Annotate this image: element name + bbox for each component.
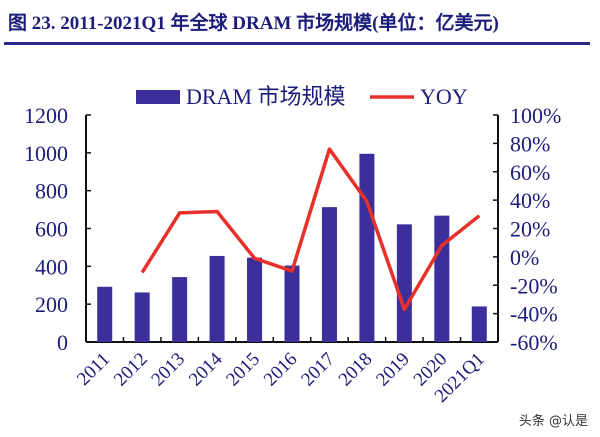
x-tick-label: 2016 — [260, 349, 302, 391]
right-tick-label: 0% — [510, 245, 539, 270]
bar-2012 — [134, 292, 150, 342]
x-tick-label: 2014 — [185, 348, 227, 390]
bar-2015 — [247, 257, 263, 342]
right-tick-label: -40% — [510, 302, 558, 327]
left-tick-label: 0 — [57, 330, 68, 355]
left-tick-label: 400 — [35, 254, 68, 279]
right-tick-label: 20% — [510, 217, 550, 242]
bar-2014 — [209, 255, 225, 342]
right-tick-label: 60% — [510, 160, 550, 185]
x-tick-label: 2013 — [147, 349, 189, 391]
right-tick-label: -60% — [510, 330, 558, 355]
bar-2016 — [284, 265, 300, 342]
yoy-line — [140, 147, 481, 312]
bar-2017 — [321, 207, 337, 342]
x-tick-label: 2018 — [335, 349, 377, 391]
left-tick-label: 1000 — [24, 141, 68, 166]
title-underline — [4, 42, 590, 45]
bar-2011 — [97, 286, 113, 342]
bar-2021Q1 — [471, 306, 487, 342]
bar-2018 — [359, 153, 375, 342]
left-tick-label: 800 — [35, 179, 68, 204]
left-tick-label: 200 — [35, 292, 68, 317]
right-tick-label: 80% — [510, 131, 550, 156]
legend-line-label: YOY — [420, 84, 468, 109]
bar-2019 — [396, 224, 412, 342]
x-tick-label: 2012 — [110, 349, 152, 391]
x-tick-label: 2017 — [297, 349, 339, 391]
legend-bar-swatch — [136, 90, 180, 104]
right-tick-label: 40% — [510, 188, 550, 213]
x-tick-label: 2019 — [372, 349, 414, 391]
legend-bar-label: DRAM 市场规模 — [186, 84, 346, 109]
x-tick-label: 2011 — [73, 349, 114, 390]
right-tick-label: 100% — [510, 103, 561, 128]
bar-2020 — [434, 215, 450, 342]
right-tick-label: -20% — [510, 273, 558, 298]
left-tick-label: 600 — [35, 217, 68, 242]
x-tick-label: 2015 — [222, 349, 264, 391]
chart-title: 图 23. 2011-2021Q1 年全球 DRAM 市场规模(单位：亿美元) — [8, 13, 499, 34]
left-tick-label: 1200 — [24, 103, 68, 128]
bar-2013 — [172, 277, 188, 342]
watermark: 头条 @认是 — [518, 414, 588, 429]
